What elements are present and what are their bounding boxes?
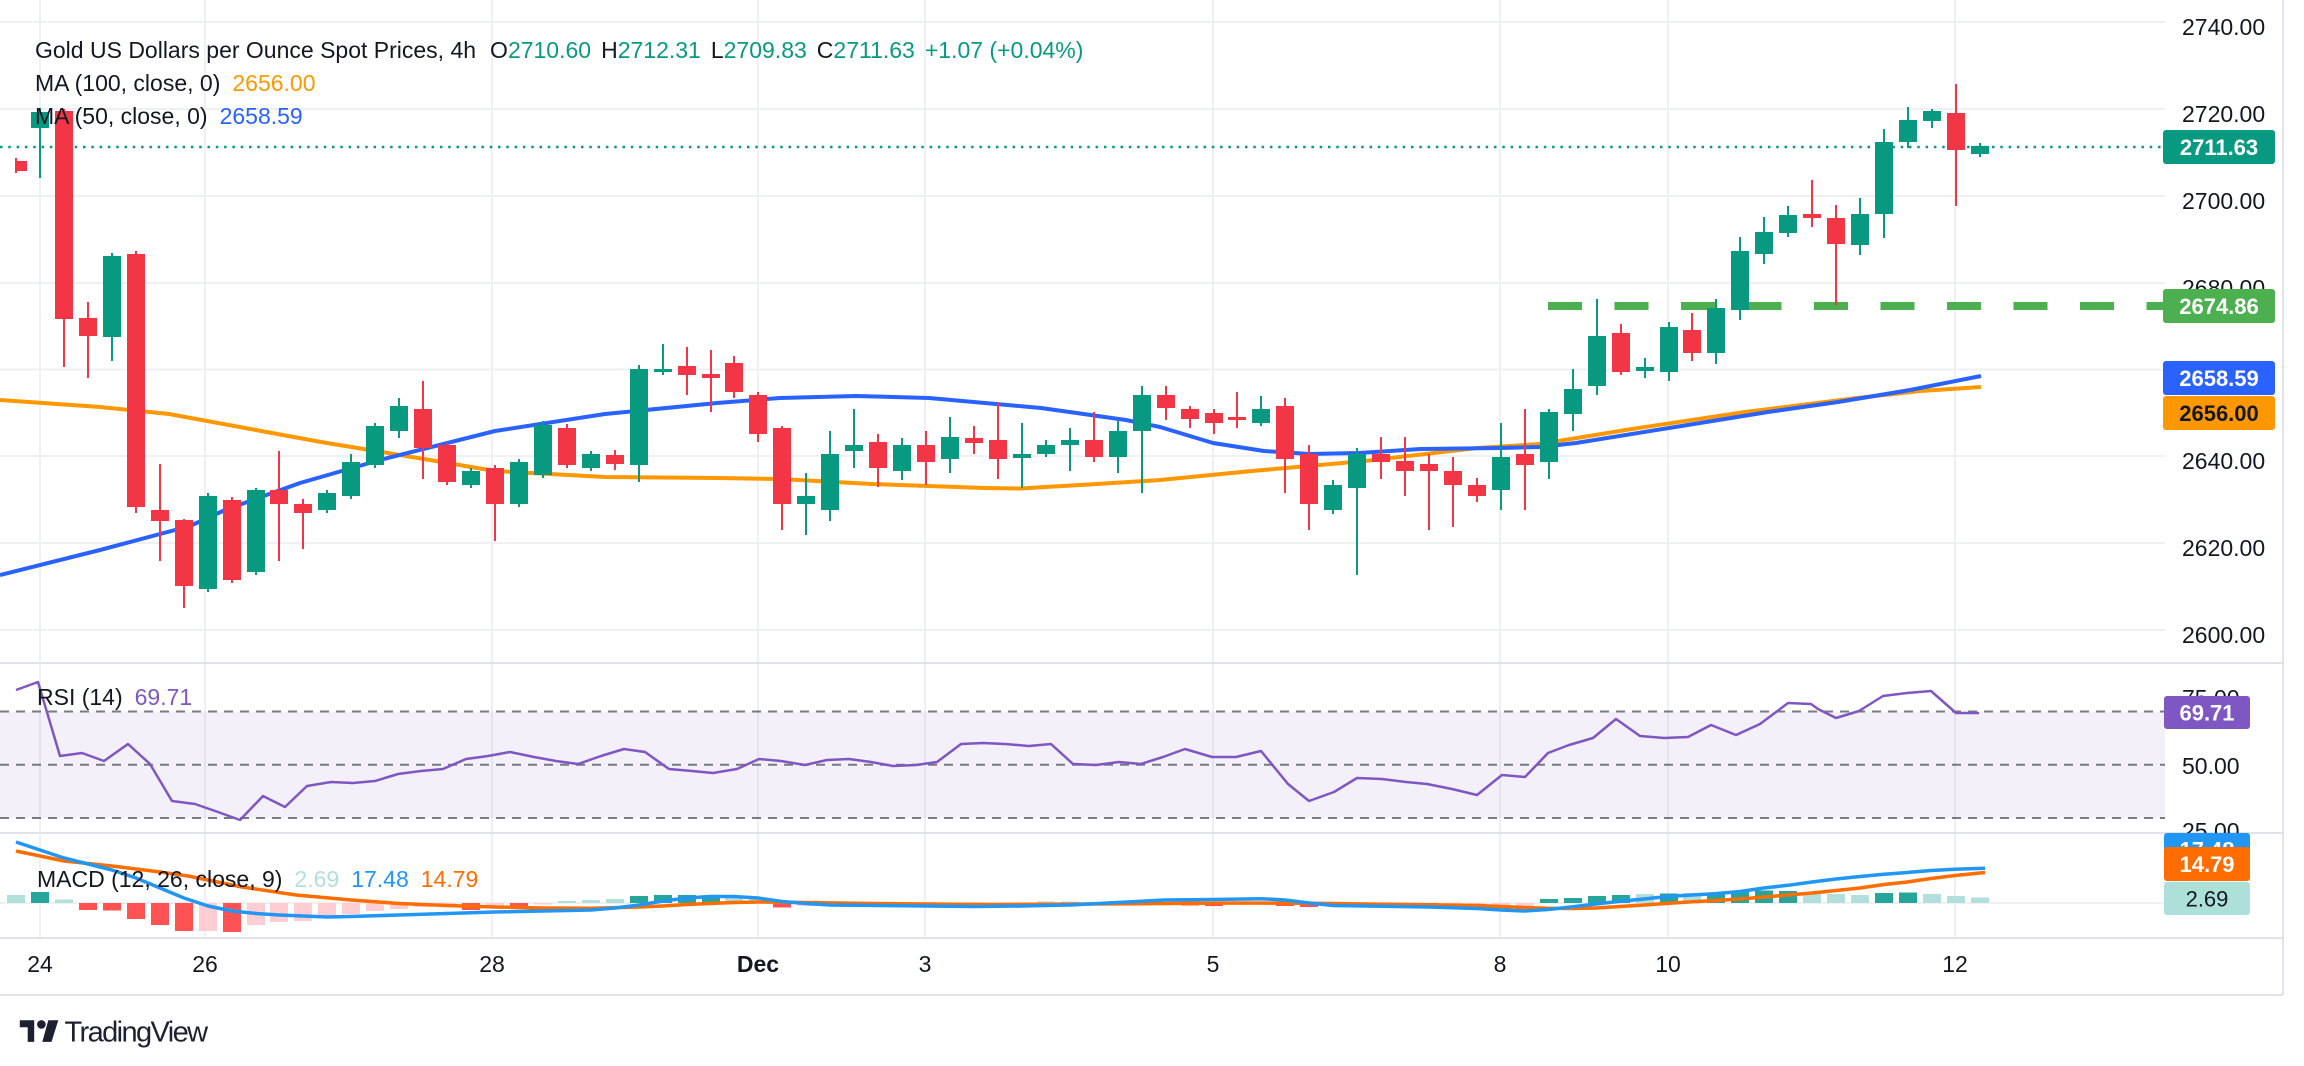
svg-text:5: 5 bbox=[1207, 951, 1220, 977]
svg-text:50.00: 50.00 bbox=[2182, 753, 2240, 779]
svg-text:MA (50, close, 0)2658.59: MA (50, close, 0) 2658.59 bbox=[35, 103, 303, 129]
svg-text:2720.00: 2720.00 bbox=[2182, 101, 2265, 127]
svg-text:28: 28 bbox=[479, 951, 505, 977]
svg-text:2656.00: 2656.00 bbox=[2179, 401, 2259, 426]
svg-text:10: 10 bbox=[1655, 951, 1681, 977]
svg-text:2600.00: 2600.00 bbox=[2182, 622, 2265, 648]
svg-text:2640.00: 2640.00 bbox=[2182, 448, 2265, 474]
svg-text:TradingView: TradingView bbox=[65, 1017, 210, 1049]
svg-text:2711.63: 2711.63 bbox=[2180, 135, 2258, 160]
svg-text:RSI (14)69.71: RSI (14) 69.71 bbox=[37, 684, 192, 710]
svg-text:2740.00: 2740.00 bbox=[2182, 14, 2265, 40]
svg-text:26: 26 bbox=[192, 951, 218, 977]
svg-text:Dec: Dec bbox=[737, 951, 779, 977]
svg-text:24: 24 bbox=[27, 951, 53, 977]
svg-text:Gold US Dollars per Ounce Spot: Gold US Dollars per Ounce Spot Prices, 4… bbox=[35, 37, 1083, 63]
svg-text:2674.86: 2674.86 bbox=[2179, 294, 2259, 319]
svg-text:2620.00: 2620.00 bbox=[2182, 535, 2265, 561]
svg-text:12: 12 bbox=[1942, 951, 1968, 977]
svg-text:69.71: 69.71 bbox=[2179, 701, 2234, 726]
svg-text:2658.59: 2658.59 bbox=[2179, 366, 2259, 391]
svg-text:MA (100, close, 0)2656.00: MA (100, close, 0) 2656.00 bbox=[35, 70, 316, 96]
svg-text:2700.00: 2700.00 bbox=[2182, 188, 2265, 214]
svg-text:3: 3 bbox=[919, 951, 932, 977]
svg-text:8: 8 bbox=[1494, 951, 1507, 977]
svg-text:14.79: 14.79 bbox=[2179, 852, 2234, 877]
svg-text:2.69: 2.69 bbox=[2186, 887, 2229, 912]
